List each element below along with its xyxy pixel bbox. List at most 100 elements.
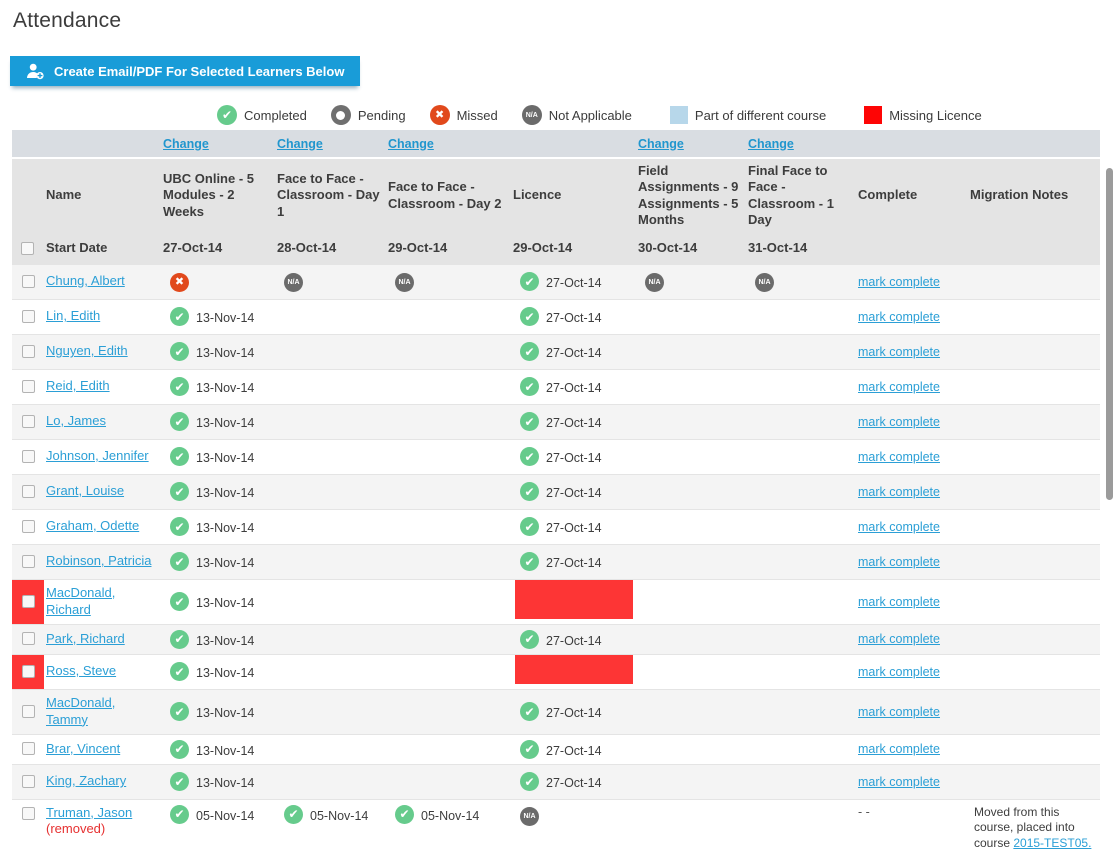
learner-name-cell: Chung, Albert [44,263,161,299]
column-titles-row: Name UBC Online - 5 Modules - 2 Weeks Fa… [12,158,1100,232]
mark-complete-link[interactable]: mark complete [858,632,940,646]
learner-name-link[interactable]: Graham, Odette [46,518,140,534]
row-checkbox[interactable] [21,519,35,533]
learner-name-link[interactable]: Truman, Jason [46,804,133,820]
mark-complete-link[interactable]: mark complete [858,774,940,789]
na-icon [395,273,414,292]
learner-name-link[interactable]: MacDonald, Richard [46,584,116,617]
column-date-course3: 29-Oct-14 [386,232,511,264]
row-checkbox[interactable] [21,704,35,718]
learner-name-link[interactable]: MacDonald, Tammy [46,694,116,727]
change-column-link-course1[interactable]: Change [163,136,209,151]
create-email-pdf-button[interactable]: Create Email/PDF For Selected Learners B… [10,56,361,86]
completed-icon [170,592,189,611]
change-column-link-course2[interactable]: Change [277,136,323,151]
status-cell-course3 [386,368,511,404]
row-checkbox[interactable] [21,414,35,428]
status-cell-course4 [636,688,746,734]
mark-complete-link[interactable]: mark complete [858,449,940,464]
mark-complete-link[interactable]: mark complete [858,274,940,289]
status-cell-course1: 13-Nov-14 [161,333,275,369]
mark-complete-link[interactable]: mark complete [858,594,940,609]
row-checkbox[interactable] [21,632,35,646]
row-checkbox[interactable] [21,449,35,463]
change-column-link-course5[interactable]: Change [748,136,794,151]
learner-name-link[interactable]: Brar, Vincent [46,740,121,756]
row-checkbox[interactable] [21,344,35,358]
legend-label: Missing Licence [889,107,982,123]
row-checkbox[interactable] [21,309,35,323]
migration-cell [968,403,1100,439]
status-date: 27-Oct-14 [546,416,602,430]
learner-name-link[interactable]: Robinson, Patricia [46,553,152,569]
change-column-link-course4[interactable]: Change [638,136,684,151]
start-date-label: Start Date [44,232,161,264]
learner-name-link[interactable]: Johnson, Jennifer [46,448,149,464]
table-row: Ross, Steve 13-Nov-14 mark complete [12,653,1100,689]
mark-complete-link[interactable]: mark complete [858,742,940,756]
row-checkbox[interactable] [21,806,35,820]
migration-course-link[interactable]: 2015-TEST05. [1013,836,1092,851]
change-column-link-course3[interactable]: Change [388,136,434,151]
status-cell-licence: 27-Oct-14 [511,763,636,799]
blue-square-icon [669,106,688,124]
status-date: 13-Nov-14 [196,521,255,535]
migration-cell [968,368,1100,404]
change-links-row: Change Change Change Change Change [12,130,1100,159]
row-checkbox[interactable] [21,274,35,288]
learner-name-link[interactable]: Chung, Albert [46,273,125,289]
column-date-course5: 31-Oct-14 [746,232,856,264]
row-checkbox[interactable] [21,742,35,756]
status-date: 13-Nov-14 [196,743,255,758]
status-cell-course1 [161,263,275,299]
status-cell-course2 [275,653,386,689]
learner-name-link[interactable]: King, Zachary [46,773,127,789]
status-cell-course5 [746,298,856,334]
row-checkbox[interactable] [21,594,35,608]
status-date: 27-Oct-14 [546,521,602,535]
mark-complete-link[interactable]: mark complete [858,554,940,569]
missing-licence-block [515,655,633,684]
row-checkbox[interactable] [21,664,35,678]
row-checkbox[interactable] [21,554,35,568]
learner-name-link[interactable]: Lo, James [46,413,106,429]
completed-icon [170,552,189,571]
status-cell-licence: 27-Oct-14 [511,438,636,474]
mark-complete-link[interactable]: mark complete [858,414,940,429]
status-cell-course5 [746,333,856,369]
status-date: 27-Oct-14 [546,346,602,360]
mark-complete-link[interactable]: mark complete [858,664,940,679]
status-cell-course2 [275,333,386,369]
learner-name-link[interactable]: Ross, Steve [46,663,117,679]
completed-icon [520,629,539,649]
row-checkbox[interactable] [21,484,35,498]
migration-cell [968,438,1100,474]
mark-complete-link[interactable]: mark complete [858,344,940,359]
learner-name-link[interactable]: Park, Richard [46,630,125,646]
column-date-course4: 30-Oct-14 [636,232,746,264]
mark-complete-link[interactable]: mark complete [858,309,940,324]
status-cell-course4 [636,763,746,799]
completed-icon [520,517,539,536]
learner-name-link[interactable]: Lin, Edith [46,308,101,324]
mark-complete-link[interactable]: mark complete [858,379,940,394]
row-checkbox[interactable] [21,774,35,788]
learner-name-link[interactable]: Grant, Louise [46,483,125,499]
mark-complete-link[interactable]: mark complete [858,484,940,499]
status-cell-course2 [275,403,386,439]
row-checkbox[interactable] [21,379,35,393]
table-row: Park, Richard 13-Nov-14 27-Oct-14 mark c… [12,623,1100,654]
column-title-migration-notes: Migration Notes [968,158,1100,232]
completed-icon [170,377,189,396]
mark-complete-link[interactable]: mark complete [858,704,940,719]
legend-item-missed: Missed [429,105,498,125]
learner-name-link[interactable]: Nguyen, Edith [46,343,128,359]
complete-cell: - - [856,798,968,860]
select-all-checkbox[interactable] [20,242,34,256]
row-checkbox-cell [12,508,44,544]
scrollbar-thumb[interactable] [1106,168,1113,500]
mark-complete-link[interactable]: mark complete [858,519,940,534]
status-cell-course3 [386,653,511,689]
learner-name-link[interactable]: Reid, Edith [46,378,110,394]
